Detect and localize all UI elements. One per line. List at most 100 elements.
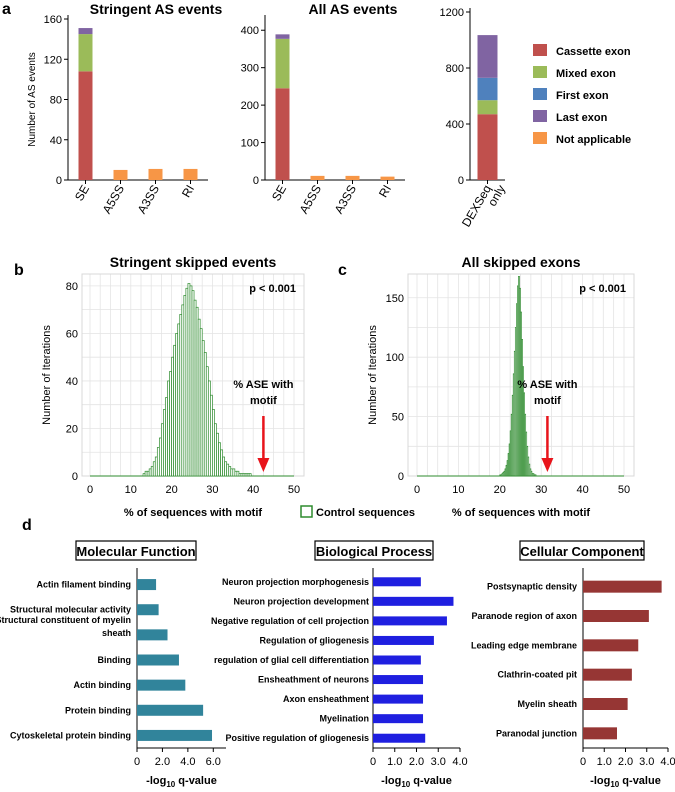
x-tick-label: 40	[576, 484, 588, 496]
x-tick-label: 10	[452, 484, 464, 496]
legend-swatch-na	[533, 132, 547, 144]
panel-label-c: c	[338, 262, 347, 279]
y-tick-label: 20	[66, 423, 78, 435]
bar-segment-na	[183, 168, 198, 180]
x-axis-label: -log10 q-value	[381, 775, 452, 789]
y-tick-label: 50	[392, 412, 404, 424]
chart-biological-process: Biological Process 0 1.0 2.0 3.0 4.0 Neuron pr…	[211, 540, 468, 789]
legend-label-na: Not applicable	[556, 134, 631, 146]
hbar	[137, 679, 186, 691]
x-tick-label: DEXSeq	[459, 183, 494, 230]
hbar	[373, 655, 421, 665]
chart-title: Biological Process	[316, 544, 432, 559]
x-tick-label: 3.0	[639, 756, 654, 768]
x-tick-label: A5SS	[100, 183, 127, 217]
category-label: Paranodal junction	[496, 728, 577, 738]
hbar	[137, 704, 204, 716]
bar-segment-last	[275, 34, 290, 39]
arrow-label-line2: motif	[534, 395, 561, 407]
hbar	[137, 729, 213, 741]
y-tick-label: 100	[241, 138, 259, 150]
legend-swatch-cassette	[533, 44, 547, 56]
x-tick-label: 50	[618, 484, 630, 496]
hbar	[583, 580, 662, 593]
x-tick-label: 20	[494, 484, 506, 496]
histogram-bar	[534, 474, 537, 477]
legend-swatch-last	[533, 110, 547, 122]
x-tick-label: RI	[179, 183, 197, 200]
bar-segment-mixed	[275, 38, 290, 89]
hbar	[373, 714, 424, 724]
x-tick-label: 1.0	[387, 756, 402, 768]
motif-arrow-head	[541, 458, 554, 472]
y-tick-label: 120	[44, 54, 62, 66]
panel-label-a: a	[2, 1, 11, 18]
category-label: Myelin sheath	[517, 699, 577, 709]
chart-title: All skipped exons	[461, 254, 580, 270]
chart-all-as-events: 0 100 200 300 400 SE A5SS A3SS RI All AS events	[241, 1, 405, 216]
x-tick-label: A3SS	[135, 183, 162, 217]
p-value-annotation: p < 0.001	[579, 283, 626, 295]
category-label: Regulation of gliogenesis	[259, 635, 369, 645]
x-tick-label: A3SS	[332, 183, 359, 217]
chart-all-skipped-histogram: 0 50 100 150 0 10 20 30 40 50 All skipped exons % o…	[367, 254, 635, 519]
bar-segment-na	[113, 169, 128, 180]
y-tick-label: 0	[253, 175, 259, 187]
x-axis-label: % of sequences with motif	[124, 507, 262, 519]
x-tick-label: 20	[165, 484, 177, 496]
chart-title: Stringent skipped events	[110, 254, 277, 270]
y-axis-label: Number of AS events	[27, 52, 38, 147]
motif-arrow-head	[257, 458, 270, 472]
x-axis-label: % of sequences with motif	[452, 507, 590, 519]
chart-title-box	[314, 540, 434, 561]
category-label: Structural constituent of myelin	[0, 615, 131, 625]
x-tick-label: 50	[288, 484, 300, 496]
bar-segment-last	[477, 35, 498, 78]
chart-cellular-component: Cellular Component 0 1.0 2.0 3.0 4.0 Postsynap…	[471, 540, 675, 789]
bar-segment-first	[477, 77, 498, 101]
p-value-annotation: p < 0.001	[249, 283, 296, 295]
category-label: Ensheathment of neurons	[258, 675, 369, 685]
x-tick-label: 3.0	[431, 756, 446, 768]
y-tick-label: 400	[241, 25, 259, 37]
y-tick-label: 160	[44, 14, 62, 26]
bar-segment-mixed	[477, 100, 498, 115]
legend-as-types: Cassette exon Mixed exon First exon Last ex…	[533, 44, 631, 146]
arrow-label-line2: motif	[250, 395, 277, 407]
y-tick-label: 400	[446, 119, 464, 131]
legend-label-cassette: Cassette exon	[556, 46, 631, 58]
chart-title: Cellular Component	[520, 544, 644, 559]
bar-segment-cassette	[78, 71, 93, 180]
y-tick-label: 150	[386, 293, 404, 305]
y-tick-label: 0	[458, 175, 464, 187]
category-label: Negative regulation of cell projection	[211, 616, 369, 626]
bar-segment-cassette	[275, 88, 290, 180]
x-axis-label: -log10 q-value	[146, 775, 217, 789]
chart-title: Molecular Function	[76, 544, 195, 559]
hbar	[373, 596, 454, 606]
y-tick-label: 0	[56, 175, 62, 187]
category-label: Cytoskeletal protein binding	[10, 730, 131, 740]
y-tick-label: 300	[241, 63, 259, 75]
category-label: sheath	[102, 628, 131, 638]
x-tick-label: 10	[125, 484, 137, 496]
bar-segment-na	[310, 175, 325, 180]
x-tick-label: 2.0	[618, 756, 633, 768]
legend-control-swatch	[300, 505, 313, 518]
x-tick-label: 1.0	[597, 756, 612, 768]
y-tick-label: 40	[50, 135, 62, 147]
category-label: Axon ensheathment	[283, 694, 369, 704]
bar-segment-mixed	[78, 34, 93, 72]
bar-segment-na	[380, 176, 395, 180]
hbar	[583, 727, 617, 740]
y-tick-label: 40	[66, 376, 78, 388]
x-tick-label: A5SS	[297, 183, 324, 217]
y-tick-label: 1200	[440, 7, 464, 19]
y-axis-label: Number of Iterations	[41, 325, 53, 425]
y-tick-label: 100	[386, 352, 404, 364]
hbar	[373, 694, 424, 704]
x-tick-label: 0	[370, 756, 376, 768]
histogram-bar	[248, 473, 252, 477]
x-tick-label: SE	[72, 183, 92, 204]
